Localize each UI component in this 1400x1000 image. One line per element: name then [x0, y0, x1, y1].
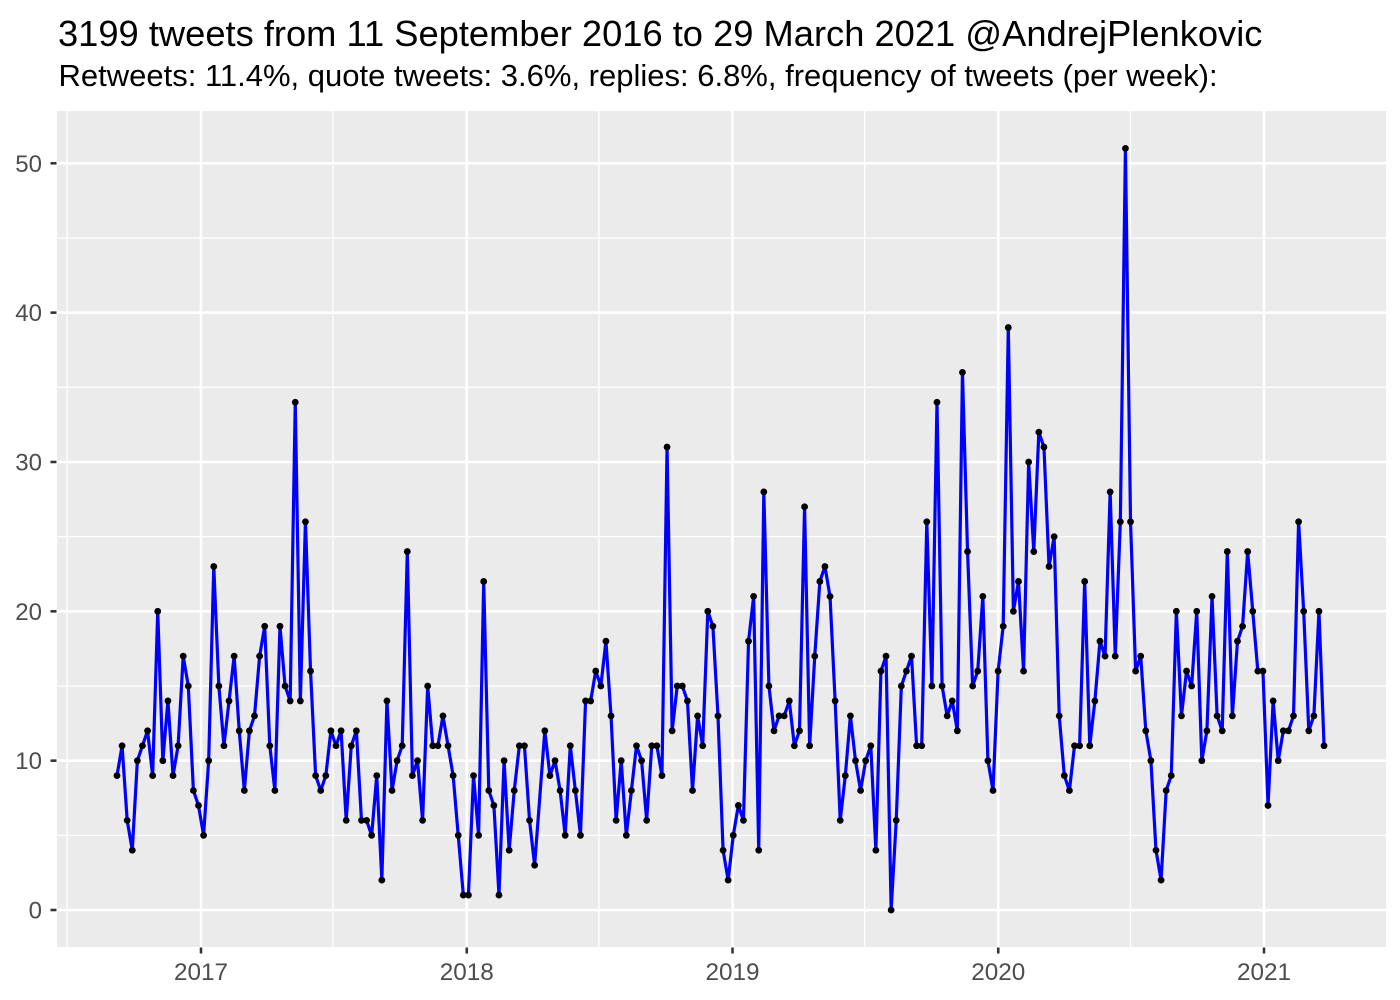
- svg-text:20: 20: [15, 599, 42, 626]
- svg-text:10: 10: [15, 748, 42, 775]
- svg-text:Retweets: 11.4%, quote tweets:: Retweets: 11.4%, quote tweets: 3.6%, rep…: [59, 58, 1218, 93]
- svg-text:2021: 2021: [1237, 959, 1291, 986]
- svg-text:30: 30: [15, 449, 42, 476]
- svg-text:40: 40: [15, 300, 42, 327]
- svg-text:2017: 2017: [174, 959, 228, 986]
- svg-text:3199 tweets from 11 September: 3199 tweets from 11 September 2016 to 29…: [58, 13, 1262, 54]
- svg-text:2019: 2019: [705, 959, 759, 986]
- svg-text:50: 50: [15, 151, 42, 178]
- svg-text:0: 0: [29, 898, 42, 925]
- svg-text:2018: 2018: [440, 959, 494, 986]
- svg-text:2020: 2020: [971, 959, 1025, 986]
